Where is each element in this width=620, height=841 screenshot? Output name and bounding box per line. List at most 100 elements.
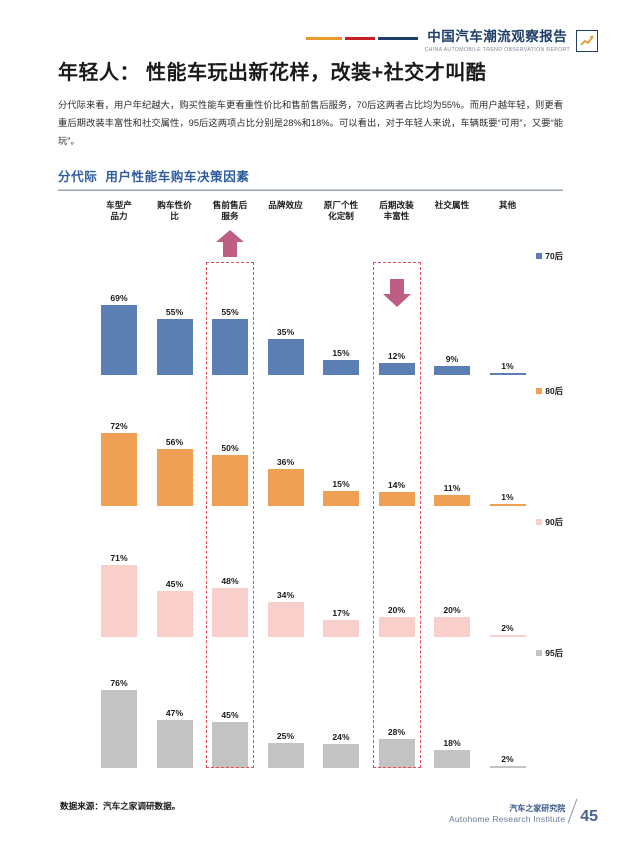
data-source-note: 数据来源：汽车之家调研数据。 — [60, 801, 181, 811]
legend-label: 90后 — [545, 517, 563, 527]
chart-bar[interactable]: 25% — [261, 731, 311, 768]
chart-series-group: 80后 72% 56% 50% 36% 15% 14% 11% 1% — [58, 375, 563, 506]
masthead-title-cn: 中国汽车潮流观察报告 — [427, 29, 568, 44]
chart-bar[interactable]: 50% — [205, 443, 255, 506]
chart-bar-value-label: 72% — [110, 420, 128, 431]
chart-bar-rect — [267, 602, 304, 637]
chart-bar[interactable]: 35% — [261, 327, 311, 375]
chart-bar-rect — [434, 494, 470, 506]
chart-bar-value-label: 12% — [387, 350, 406, 361]
chart-bar-value-label: 18% — [443, 737, 461, 748]
chart-bar[interactable]: 11% — [427, 483, 477, 506]
column-header-line: 车型产 — [106, 200, 132, 210]
chart-series-groups: 70后 69% 55% 55% 35% 15% 12% 9% 1% 80后 72% 56% 50% 36%… — [58, 244, 563, 768]
chart-bar-rect — [489, 634, 526, 637]
chart-bar[interactable]: 72% — [94, 421, 144, 506]
chart-bar-value-label: 2% — [501, 622, 514, 633]
chart-bar-value-label: 45% — [221, 710, 239, 721]
trend-chart-icon — [576, 30, 598, 53]
chart-bar-rect — [156, 720, 193, 768]
chart-column-headers: 车型产 品力 购车性价比售前售后 服务 品牌效应 原厂个性 化定制 后期改装 丰富性 社交属性 其他 — [58, 200, 563, 244]
section-tag: 分代际 — [58, 170, 98, 184]
chart-series-group: 70后 69% 55% 55% 35% 15% 12% 9% 1% — [58, 244, 563, 375]
chart-bar[interactable]: 71% — [94, 553, 144, 637]
page-number: 45 — [580, 808, 598, 825]
column-header-line: 后期改装 — [379, 200, 414, 210]
chart-bar[interactable]: 36% — [261, 457, 311, 506]
chart-column-header: 购车性价比 — [150, 200, 200, 221]
chart-bar[interactable]: 9% — [427, 354, 477, 375]
chart-bar[interactable]: 14% — [372, 480, 422, 506]
chart-bar[interactable]: 12% — [372, 351, 422, 375]
chart-bar[interactable]: 1% — [483, 360, 533, 375]
chart-bar[interactable]: 15% — [316, 479, 366, 506]
chart-bar-rect — [101, 690, 137, 768]
chart-bar-value-label: 20% — [387, 604, 406, 615]
brand-text: 汽车之家研究院 Autohome Research Institute — [449, 804, 565, 826]
chart-column-header: 原厂个性 化定制 — [316, 200, 366, 221]
chart-bar[interactable]: 69% — [94, 293, 144, 375]
chart-bar[interactable]: 48% — [205, 576, 255, 637]
chart-bar-value-label: 15% — [332, 478, 350, 489]
chart-bar[interactable]: 45% — [205, 710, 255, 768]
chart-column-header: 社交属性 — [427, 200, 477, 211]
chart-bar[interactable]: 2% — [483, 754, 533, 768]
chart-bar[interactable]: 20% — [427, 605, 477, 637]
chart-legend-item[interactable]: 90后 — [536, 516, 563, 528]
chart-bar[interactable]: 1% — [483, 492, 533, 506]
chart-bar[interactable]: 20% — [372, 605, 422, 637]
chart-bar-rect — [323, 359, 359, 375]
section-heading: 分代际 用户性能车购车决策因素 — [58, 166, 249, 185]
chart-legend-item[interactable]: 80后 — [536, 385, 563, 397]
chart-bar-rect — [323, 743, 359, 768]
chart-bar-rect — [323, 490, 359, 506]
section-divider — [58, 189, 563, 191]
chart-bar-rect — [434, 365, 470, 375]
masthead-text: 中国汽车潮流观察报告 CHINA AUTOMOBILE TREND OBSERV… — [424, 29, 570, 53]
chart-bar[interactable]: 15% — [316, 348, 366, 375]
chart-bar[interactable]: 2% — [483, 622, 533, 637]
chart-bar-value-label: 15% — [332, 347, 350, 358]
chart-bar-value-label: 28% — [387, 727, 406, 738]
chart-legend-item[interactable]: 70后 — [536, 250, 563, 262]
chart-bar-rect — [156, 591, 193, 637]
chart-bar[interactable]: 17% — [316, 608, 366, 637]
legend-swatch-icon — [536, 519, 543, 525]
chart-bar-value-label: 55% — [165, 306, 184, 317]
page-lede: 分代际来看，用户年纪越大，购买性能车更看重性价比和售前售后服务，70后这两者占比… — [58, 100, 563, 147]
chart-bar-value-label: 45% — [165, 579, 184, 590]
chart-bar[interactable]: 55% — [205, 307, 255, 375]
chart-column-header: 品牌效应 — [261, 200, 311, 211]
chart-bar[interactable]: 28% — [372, 727, 422, 768]
legend-swatch-icon — [536, 388, 543, 394]
legend-label: 95后 — [545, 648, 563, 658]
column-header-line: 化定制 — [328, 210, 354, 221]
rule-orange — [306, 36, 343, 40]
chart-legend-item[interactable]: 95后 — [536, 647, 563, 659]
chart-bar[interactable]: 47% — [150, 708, 200, 768]
chart-column-header: 后期改装 丰富性 — [372, 200, 422, 221]
rule-navy — [378, 36, 419, 40]
chart-bar[interactable]: 34% — [261, 590, 311, 637]
chart-bar[interactable]: 76% — [94, 678, 144, 768]
chart-bar[interactable]: 24% — [316, 732, 366, 768]
chart-bar-value-label: 76% — [110, 678, 128, 689]
chart-series-group: 95后 76% 47% 45% 25% 24% 28% 18% 2% — [58, 637, 563, 768]
chart-bar[interactable]: 18% — [427, 738, 477, 768]
chart-bar-value-label: 1% — [501, 360, 514, 371]
chart-bar-rect — [212, 722, 248, 768]
chart-bar-value-label: 50% — [221, 443, 239, 453]
chart-bar[interactable]: 45% — [150, 579, 200, 637]
chart-bar[interactable]: 55% — [150, 307, 200, 375]
chart-bar-rect — [378, 616, 415, 637]
chart-bar-rect — [101, 564, 137, 637]
chart-bar-rect — [489, 503, 526, 506]
page-title: 年轻人： 性能车玩出新花样，改装+社交才叫酷 — [58, 62, 487, 84]
chart-bar-rect — [489, 372, 526, 375]
report-masthead: 中国汽车潮流观察报告 CHINA AUTOMOBILE TREND OBSERV… — [306, 29, 598, 53]
chart-bar-rect — [489, 765, 526, 768]
chart-bar[interactable]: 56% — [150, 437, 200, 506]
arrow-down-icon — [382, 278, 412, 313]
brand-name-en: Autohome Research Institute — [448, 814, 566, 825]
masthead-rules — [306, 36, 419, 40]
